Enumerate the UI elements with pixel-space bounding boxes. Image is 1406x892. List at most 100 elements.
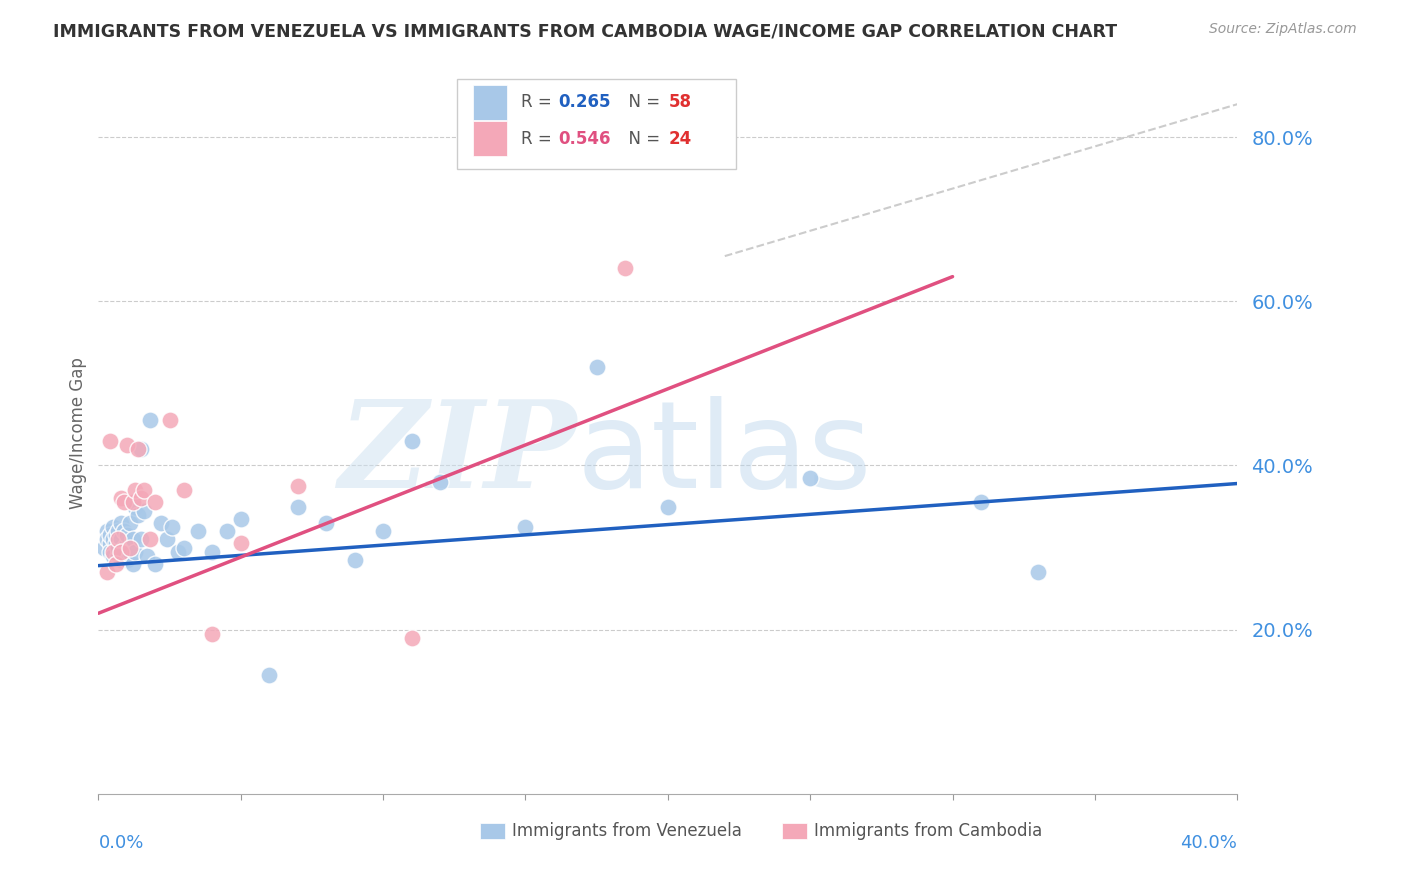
Point — [287, 500, 309, 514]
Point — [229, 512, 252, 526]
Point — [96, 533, 118, 547]
Point — [970, 495, 993, 509]
Point — [121, 495, 143, 509]
Point — [343, 553, 366, 567]
Point — [104, 536, 127, 550]
Point — [229, 536, 252, 550]
Point — [110, 544, 132, 558]
Point — [614, 261, 637, 276]
Bar — [782, 822, 807, 838]
Point — [132, 503, 155, 517]
Point — [112, 524, 135, 538]
Point — [98, 544, 121, 558]
Point — [118, 516, 141, 530]
Text: 24: 24 — [669, 129, 692, 147]
Point — [115, 528, 138, 542]
Point — [799, 471, 821, 485]
Point — [429, 475, 451, 489]
Point — [107, 549, 129, 563]
Point — [121, 533, 143, 547]
Point — [96, 565, 118, 579]
Bar — [472, 85, 508, 120]
Point — [138, 413, 160, 427]
Point — [110, 516, 132, 530]
Point — [145, 495, 167, 509]
Point — [173, 483, 195, 497]
Point — [124, 544, 146, 558]
Point — [118, 541, 141, 555]
Point — [104, 557, 127, 571]
Point — [162, 520, 184, 534]
Point — [150, 516, 173, 530]
Point — [129, 442, 152, 456]
Point — [201, 627, 224, 641]
Point — [101, 533, 124, 547]
Text: 0.0%: 0.0% — [98, 834, 143, 852]
Text: 40.0%: 40.0% — [1181, 834, 1237, 852]
Point — [159, 413, 181, 427]
Point — [315, 516, 337, 530]
Bar — [479, 822, 505, 838]
Point — [132, 483, 155, 497]
Point — [401, 631, 423, 645]
Text: 0.265: 0.265 — [558, 94, 612, 112]
Point — [201, 544, 224, 558]
Point — [287, 479, 309, 493]
Point — [145, 557, 167, 571]
Point — [401, 434, 423, 448]
Point — [96, 524, 118, 538]
Point — [112, 544, 135, 558]
Point — [121, 557, 143, 571]
Point — [115, 438, 138, 452]
Point — [1026, 565, 1049, 579]
Point — [98, 434, 121, 448]
Point — [127, 508, 149, 522]
Point — [107, 541, 129, 555]
Point — [585, 359, 607, 374]
Point — [101, 544, 124, 558]
Point — [259, 668, 281, 682]
Text: Source: ZipAtlas.com: Source: ZipAtlas.com — [1209, 22, 1357, 37]
Point — [98, 528, 121, 542]
Point — [101, 549, 124, 563]
Point — [118, 544, 141, 558]
Text: R =: R = — [522, 129, 557, 147]
Point — [373, 524, 395, 538]
Point — [129, 533, 152, 547]
Point — [173, 541, 195, 555]
Point — [110, 553, 132, 567]
Point — [115, 536, 138, 550]
Text: Immigrants from Venezuela: Immigrants from Venezuela — [512, 822, 742, 839]
Point — [110, 491, 132, 506]
Point — [167, 544, 190, 558]
Point — [515, 520, 537, 534]
Point — [104, 528, 127, 542]
Point — [93, 541, 115, 555]
FancyBboxPatch shape — [457, 78, 737, 169]
Text: 0.546: 0.546 — [558, 129, 612, 147]
Point — [129, 491, 152, 506]
Point — [98, 536, 121, 550]
Point — [101, 520, 124, 534]
Point — [107, 533, 129, 547]
Point — [107, 524, 129, 538]
Bar — [472, 121, 508, 156]
Point — [115, 553, 138, 567]
Text: N =: N = — [617, 129, 665, 147]
Text: 58: 58 — [669, 94, 692, 112]
Text: Immigrants from Cambodia: Immigrants from Cambodia — [814, 822, 1042, 839]
Text: N =: N = — [617, 94, 665, 112]
Point — [187, 524, 209, 538]
Point — [135, 549, 157, 563]
Point — [124, 500, 146, 514]
Point — [127, 442, 149, 456]
Point — [657, 500, 679, 514]
Text: IMMIGRANTS FROM VENEZUELA VS IMMIGRANTS FROM CAMBODIA WAGE/INCOME GAP CORRELATIO: IMMIGRANTS FROM VENEZUELA VS IMMIGRANTS … — [53, 22, 1118, 40]
Point — [156, 533, 179, 547]
Point — [124, 483, 146, 497]
Point — [112, 495, 135, 509]
Point — [110, 533, 132, 547]
Text: R =: R = — [522, 94, 557, 112]
Point — [215, 524, 238, 538]
Text: atlas: atlas — [576, 396, 872, 513]
